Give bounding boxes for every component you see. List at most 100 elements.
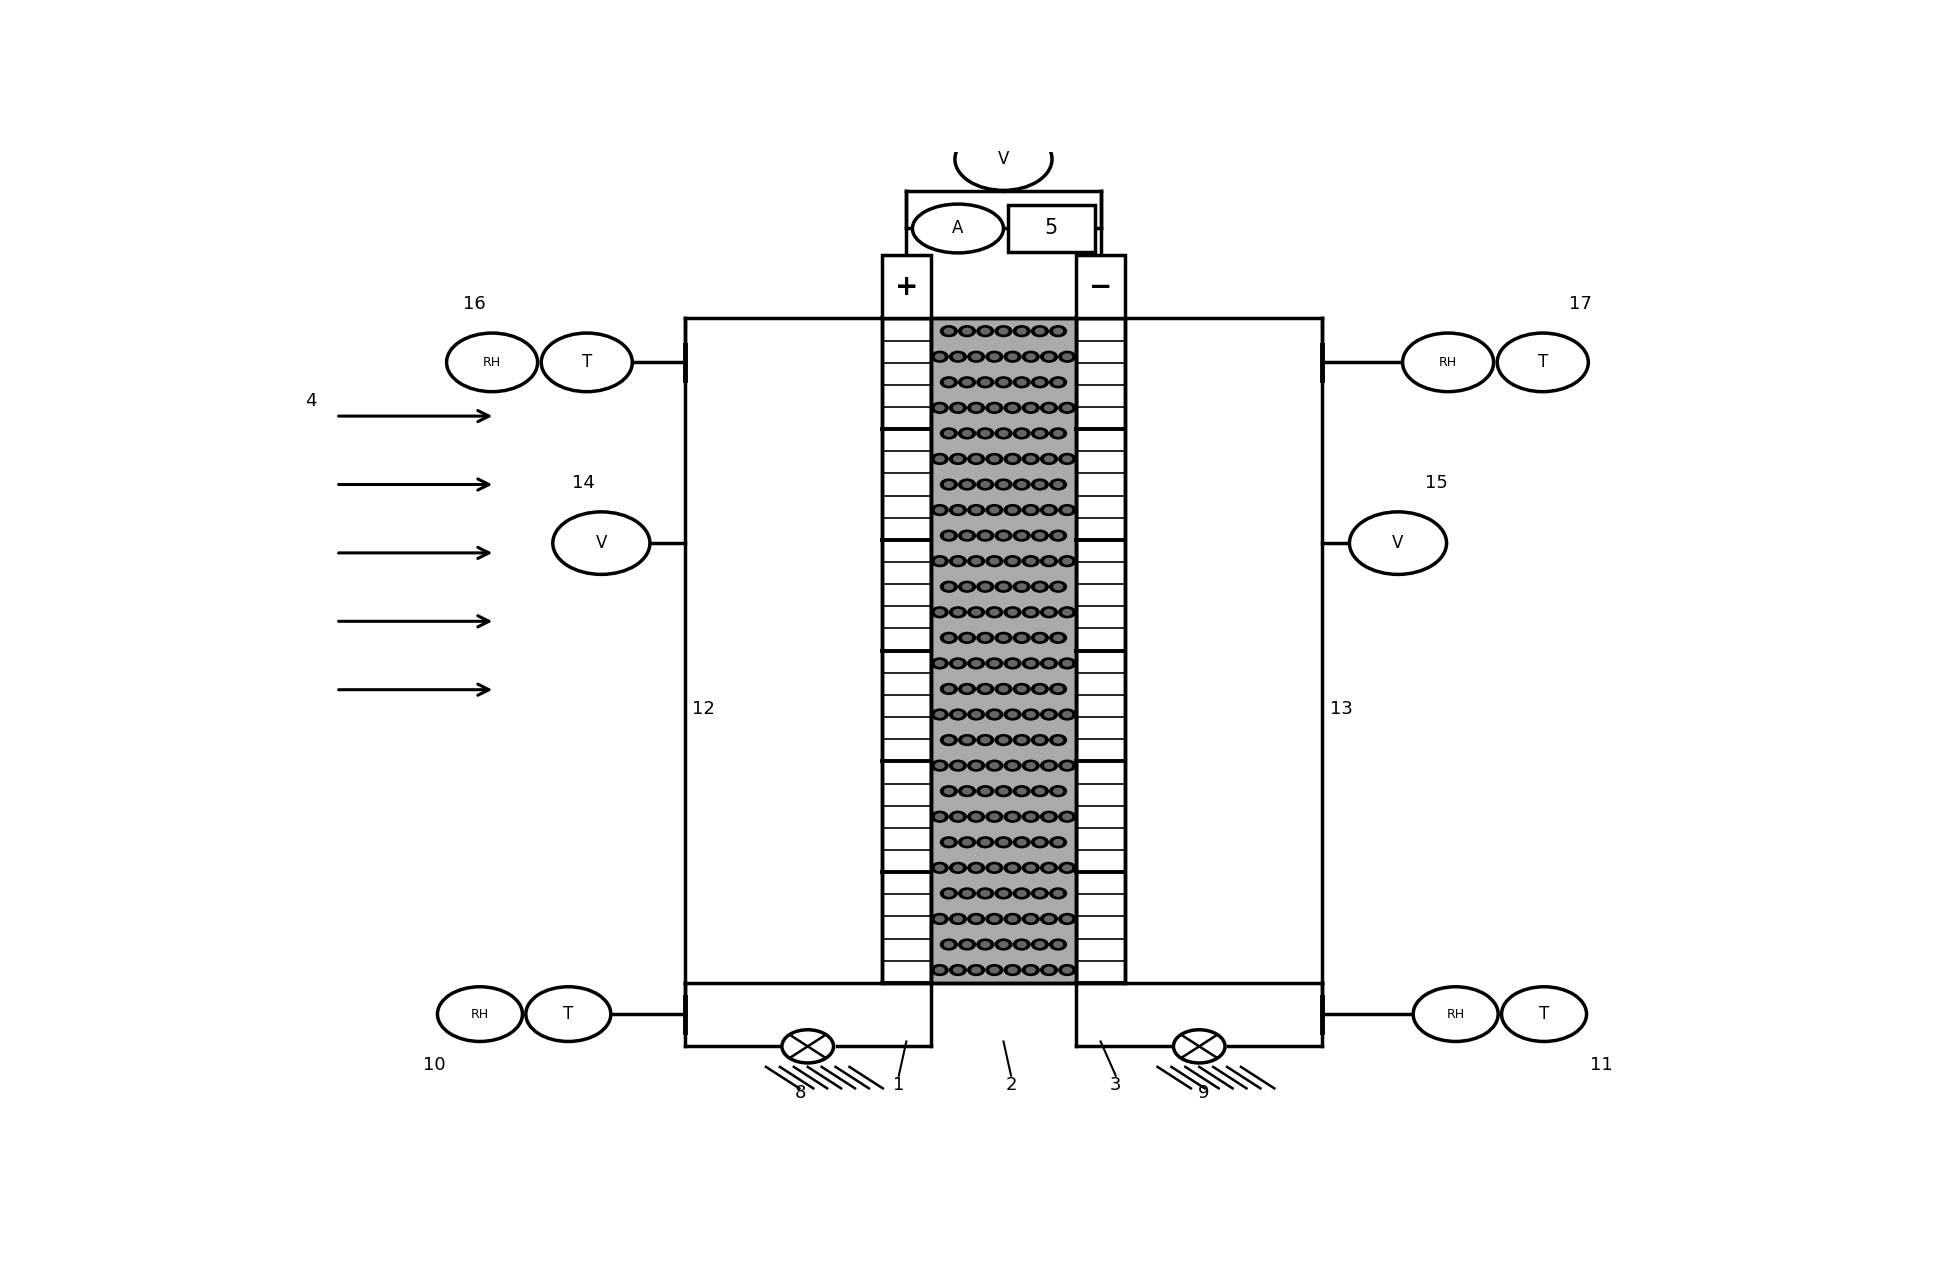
Text: +: + <box>894 273 918 301</box>
Circle shape <box>994 632 1012 643</box>
Circle shape <box>977 786 992 797</box>
Circle shape <box>980 634 988 641</box>
Circle shape <box>959 786 975 797</box>
Circle shape <box>1018 788 1025 794</box>
Circle shape <box>949 505 967 515</box>
Circle shape <box>1053 687 1063 692</box>
Circle shape <box>1059 556 1074 566</box>
Circle shape <box>935 865 943 871</box>
Circle shape <box>998 891 1008 896</box>
Circle shape <box>1045 456 1053 462</box>
Circle shape <box>1018 687 1025 692</box>
Circle shape <box>967 914 984 924</box>
Circle shape <box>971 558 980 563</box>
Circle shape <box>1045 916 1053 921</box>
Circle shape <box>932 760 947 772</box>
Circle shape <box>1053 737 1063 742</box>
Circle shape <box>1025 354 1035 359</box>
Circle shape <box>959 735 975 745</box>
Circle shape <box>1014 326 1029 336</box>
Text: T: T <box>1538 1005 1548 1023</box>
Circle shape <box>967 402 984 414</box>
Circle shape <box>980 687 988 692</box>
Circle shape <box>939 836 957 848</box>
Circle shape <box>1025 813 1035 820</box>
Circle shape <box>1045 661 1053 666</box>
Circle shape <box>1014 888 1029 898</box>
Circle shape <box>1004 556 1020 566</box>
Circle shape <box>1025 456 1035 462</box>
Circle shape <box>953 405 961 411</box>
Circle shape <box>1063 405 1070 411</box>
Circle shape <box>1008 916 1016 921</box>
Circle shape <box>932 352 947 362</box>
Circle shape <box>994 836 1012 848</box>
Circle shape <box>1004 402 1020 414</box>
Circle shape <box>998 788 1008 794</box>
Circle shape <box>1049 377 1067 387</box>
Text: 8: 8 <box>795 1084 806 1103</box>
Text: 16: 16 <box>462 294 485 312</box>
Circle shape <box>990 916 998 921</box>
Circle shape <box>1022 760 1039 772</box>
Circle shape <box>998 942 1008 948</box>
Circle shape <box>953 712 961 717</box>
Circle shape <box>949 709 967 720</box>
Text: 4: 4 <box>305 392 317 410</box>
Circle shape <box>1018 840 1025 845</box>
Circle shape <box>1045 354 1053 359</box>
Circle shape <box>1063 456 1070 462</box>
Circle shape <box>1025 609 1035 615</box>
Circle shape <box>986 811 1002 822</box>
Circle shape <box>1053 584 1063 590</box>
Circle shape <box>959 530 975 541</box>
Circle shape <box>980 430 988 437</box>
Circle shape <box>977 735 992 745</box>
Circle shape <box>990 456 998 462</box>
Circle shape <box>935 508 943 513</box>
Circle shape <box>959 888 975 898</box>
Circle shape <box>1025 661 1035 666</box>
Circle shape <box>1059 964 1074 976</box>
Circle shape <box>1035 687 1043 692</box>
Circle shape <box>540 332 632 392</box>
Circle shape <box>1063 354 1070 359</box>
Circle shape <box>1008 763 1016 769</box>
Text: 3: 3 <box>1110 1076 1121 1094</box>
Circle shape <box>994 480 1012 490</box>
Circle shape <box>526 987 611 1042</box>
Circle shape <box>980 737 988 742</box>
Text: T: T <box>581 353 591 372</box>
Circle shape <box>977 428 992 439</box>
Circle shape <box>1039 607 1057 618</box>
Circle shape <box>1022 811 1039 822</box>
Circle shape <box>971 813 980 820</box>
Text: A: A <box>951 220 963 237</box>
Circle shape <box>963 379 971 385</box>
Circle shape <box>1059 607 1074 618</box>
Text: 12: 12 <box>693 700 714 718</box>
Circle shape <box>943 788 953 794</box>
Circle shape <box>1063 813 1070 820</box>
Circle shape <box>1008 609 1016 615</box>
Circle shape <box>1049 735 1067 745</box>
Circle shape <box>994 530 1012 541</box>
Circle shape <box>932 453 947 464</box>
Circle shape <box>1031 581 1047 593</box>
Circle shape <box>994 939 1012 950</box>
Circle shape <box>1045 508 1053 513</box>
Circle shape <box>949 811 967 822</box>
Circle shape <box>1031 480 1047 490</box>
Circle shape <box>959 836 975 848</box>
Circle shape <box>971 354 980 359</box>
Circle shape <box>1025 967 1035 973</box>
Circle shape <box>963 430 971 437</box>
Circle shape <box>1059 760 1074 772</box>
Circle shape <box>935 916 943 921</box>
Circle shape <box>1039 402 1057 414</box>
Circle shape <box>1018 584 1025 590</box>
Circle shape <box>967 964 984 976</box>
Circle shape <box>949 914 967 924</box>
Circle shape <box>1022 453 1039 464</box>
Circle shape <box>1413 987 1497 1042</box>
